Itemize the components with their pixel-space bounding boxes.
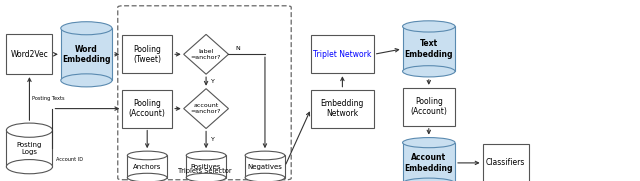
FancyBboxPatch shape xyxy=(483,144,529,181)
Bar xyxy=(186,155,226,178)
Ellipse shape xyxy=(186,173,226,181)
Polygon shape xyxy=(184,89,228,129)
Text: N: N xyxy=(235,46,239,51)
Ellipse shape xyxy=(186,151,226,160)
Text: Posting
Logs: Posting Logs xyxy=(17,142,42,155)
FancyBboxPatch shape xyxy=(311,90,374,128)
Text: Word
Embedding: Word Embedding xyxy=(62,45,111,64)
Text: Account
Embedding: Account Embedding xyxy=(404,153,453,173)
FancyBboxPatch shape xyxy=(122,35,172,73)
Text: Positives: Positives xyxy=(191,163,221,170)
Bar xyxy=(403,26,455,71)
Text: Anchors: Anchors xyxy=(133,163,161,170)
Ellipse shape xyxy=(127,173,167,181)
Text: Y: Y xyxy=(211,137,215,142)
FancyBboxPatch shape xyxy=(311,35,374,73)
Polygon shape xyxy=(184,34,228,74)
Text: Account ID: Account ID xyxy=(56,157,83,162)
Bar xyxy=(6,130,52,167)
Bar xyxy=(61,28,112,80)
Text: Y: Y xyxy=(211,79,215,84)
Ellipse shape xyxy=(245,151,285,160)
Text: label
=anchor?: label =anchor? xyxy=(191,49,221,60)
Ellipse shape xyxy=(61,74,112,87)
FancyBboxPatch shape xyxy=(6,34,52,74)
Ellipse shape xyxy=(403,21,455,32)
Ellipse shape xyxy=(6,123,52,137)
Text: Classifiers: Classifiers xyxy=(486,158,525,167)
Bar xyxy=(127,155,167,178)
Text: Embedding
Network: Embedding Network xyxy=(321,99,364,118)
Ellipse shape xyxy=(6,160,52,174)
Bar xyxy=(245,155,285,178)
Ellipse shape xyxy=(245,173,285,181)
Bar xyxy=(403,143,455,181)
Ellipse shape xyxy=(127,151,167,160)
Text: Text
Embedding: Text Embedding xyxy=(404,39,453,59)
Ellipse shape xyxy=(403,178,455,181)
Ellipse shape xyxy=(403,138,455,148)
Text: Negatives: Negatives xyxy=(248,163,282,170)
Text: account
=anchor?: account =anchor? xyxy=(191,103,221,114)
Text: Triplet Network: Triplet Network xyxy=(313,50,372,59)
Ellipse shape xyxy=(403,66,455,77)
Text: Word2Vec: Word2Vec xyxy=(11,50,48,59)
Text: Triplets Selector: Triplets Selector xyxy=(178,168,232,174)
FancyBboxPatch shape xyxy=(122,90,172,128)
Ellipse shape xyxy=(61,22,112,35)
Text: Pooling
(Account): Pooling (Account) xyxy=(129,99,166,118)
FancyBboxPatch shape xyxy=(403,88,455,126)
Text: Pooling
(Account): Pooling (Account) xyxy=(410,97,447,117)
Text: Pooling
(Tweet): Pooling (Tweet) xyxy=(133,45,161,64)
Text: Posting Texts: Posting Texts xyxy=(32,96,65,101)
